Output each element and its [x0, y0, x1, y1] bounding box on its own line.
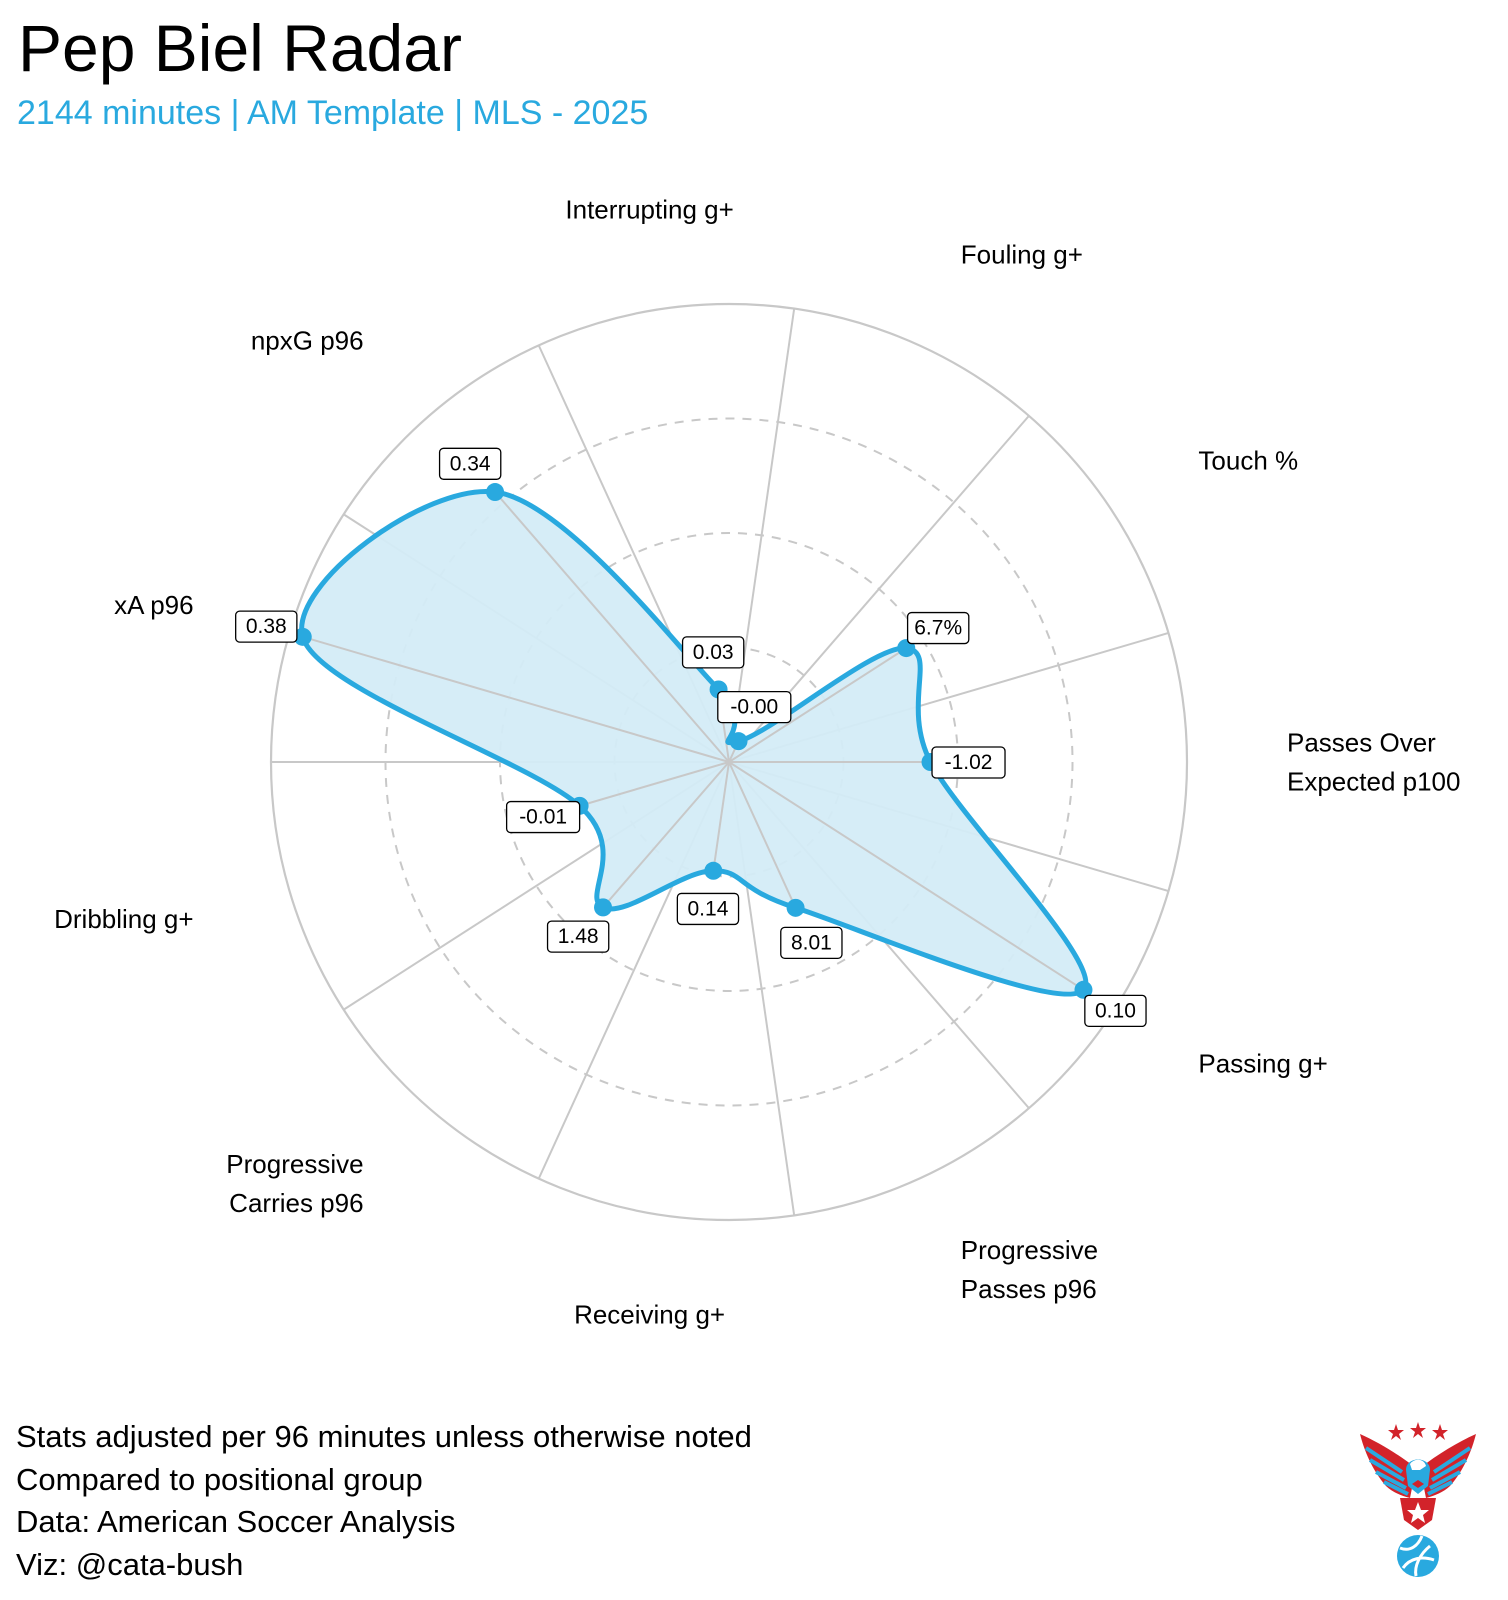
- value-text: 0.10: [1095, 999, 1136, 1022]
- footer-line-compared: Compared to positional group: [16, 1461, 423, 1497]
- logo-stars: [1388, 1422, 1448, 1440]
- value-label-progressive-carries-p96: 1.48: [546, 920, 610, 953]
- value-text: 0.03: [693, 641, 734, 664]
- value-label-fouling-g: -0.00: [717, 690, 792, 724]
- axis-label-dribbling-g: Dribbling g+: [54, 904, 193, 934]
- radar-chart: -1.02 6.7% -0.00 0.03 0.34 0.38 -0.01 1.48 0.14 8…: [54, 195, 1460, 1330]
- point-fouling-g: [729, 732, 748, 751]
- radar-value-spoke: [712, 761, 730, 871]
- footer-line-adjusted: Stats adjusted per 96 minutes unless oth…: [16, 1419, 752, 1454]
- value-label-receiving-g: 0.14: [676, 892, 740, 926]
- axis-label-progressive-carries-p96: Progressive Carries p96: [226, 1149, 363, 1218]
- radar-value-spoke: [579, 761, 730, 807]
- value-text: -0.01: [519, 806, 567, 829]
- value-label-interrupting-g: 0.03: [681, 636, 745, 669]
- axis-label-progressive-passes-p96: Progressive Passes p96: [961, 1235, 1098, 1304]
- axis-label-fouling-g: Fouling g+: [961, 239, 1083, 269]
- chart-subtitle: 2144 minutes | AM Template | MLS - 2025: [17, 94, 649, 132]
- value-text: -0.00: [730, 696, 778, 719]
- value-labels: -1.02 6.7% -0.00 0.03 0.34 0.38 -0.01 1.48 0.14 8…: [235, 447, 1147, 1027]
- footer-line-data-source: Data: American Soccer Analysis: [16, 1504, 456, 1539]
- footer-notes: Stats adjusted per 96 minutes unless oth…: [16, 1416, 752, 1586]
- point-progressive-carries-p96: [594, 898, 613, 917]
- value-label-dribbling-g: -0.01: [505, 800, 581, 834]
- logo-eagle-head: [1406, 1459, 1430, 1494]
- point-npxg-p96: [486, 483, 505, 502]
- chart-title: Pep Biel Radar: [18, 11, 462, 85]
- value-text: 0.14: [688, 897, 729, 920]
- logo-wings: [1360, 1434, 1476, 1498]
- point-receiving-g: [704, 861, 723, 880]
- axis-label-interrupting-g: Interrupting g+: [565, 195, 733, 225]
- value-label-progressive-passes-p96: 8.01: [780, 926, 843, 960]
- value-text: 6.7%: [914, 617, 962, 640]
- footer-line-viz-credit: Viz: @cata-bush: [16, 1546, 244, 1582]
- value-label-xa-p96: 0.38: [235, 610, 298, 643]
- radar-value-spoke: [728, 761, 1085, 991]
- radar-spoke: [728, 308, 796, 763]
- axis-label-npxg-p96: npxG p96: [251, 325, 364, 355]
- point-progressive-passes-p96: [786, 898, 805, 917]
- axis-labels: Passes Over Expected p100 Touch % Fouling g…: [54, 195, 1460, 1330]
- value-text: 8.01: [791, 931, 832, 954]
- value-label-passing-g: 0.10: [1084, 994, 1147, 1027]
- axis-label-passes-over-expected-p100: Passes Over Expected p100: [1287, 728, 1460, 797]
- value-label-passes-over-expected-p100: -1.02: [931, 746, 1006, 779]
- value-text: 0.34: [450, 452, 491, 475]
- axis-label-touch: Touch %: [1198, 445, 1298, 475]
- value-text: 1.48: [558, 925, 599, 948]
- value-text: -1.02: [945, 751, 993, 774]
- point-xa-p96: [293, 627, 312, 646]
- radar-value-spoke: [494, 491, 730, 763]
- radar-value-spoke: [728, 761, 797, 909]
- axis-label-receiving-g: Receiving g+: [574, 1299, 725, 1329]
- radar-value-spoke: [602, 761, 730, 909]
- logo-ball: [1397, 1535, 1439, 1577]
- value-label-npxg-p96: 0.34: [438, 447, 502, 480]
- radar-area-fill: [301, 491, 1086, 995]
- axis-label-xa-p96: xA p96: [114, 590, 194, 620]
- logo-shield: [1400, 1498, 1436, 1530]
- axis-label-passing-g: Passing g+: [1198, 1049, 1327, 1079]
- point-passing-g: [1074, 980, 1093, 999]
- value-text: 0.38: [246, 615, 287, 638]
- radar-value-spoke: [302, 635, 730, 763]
- value-label-touch: 6.7%: [906, 611, 970, 645]
- radar-value-spoke: [728, 647, 907, 763]
- eagle-soccer-logo-icon: [1360, 1422, 1476, 1577]
